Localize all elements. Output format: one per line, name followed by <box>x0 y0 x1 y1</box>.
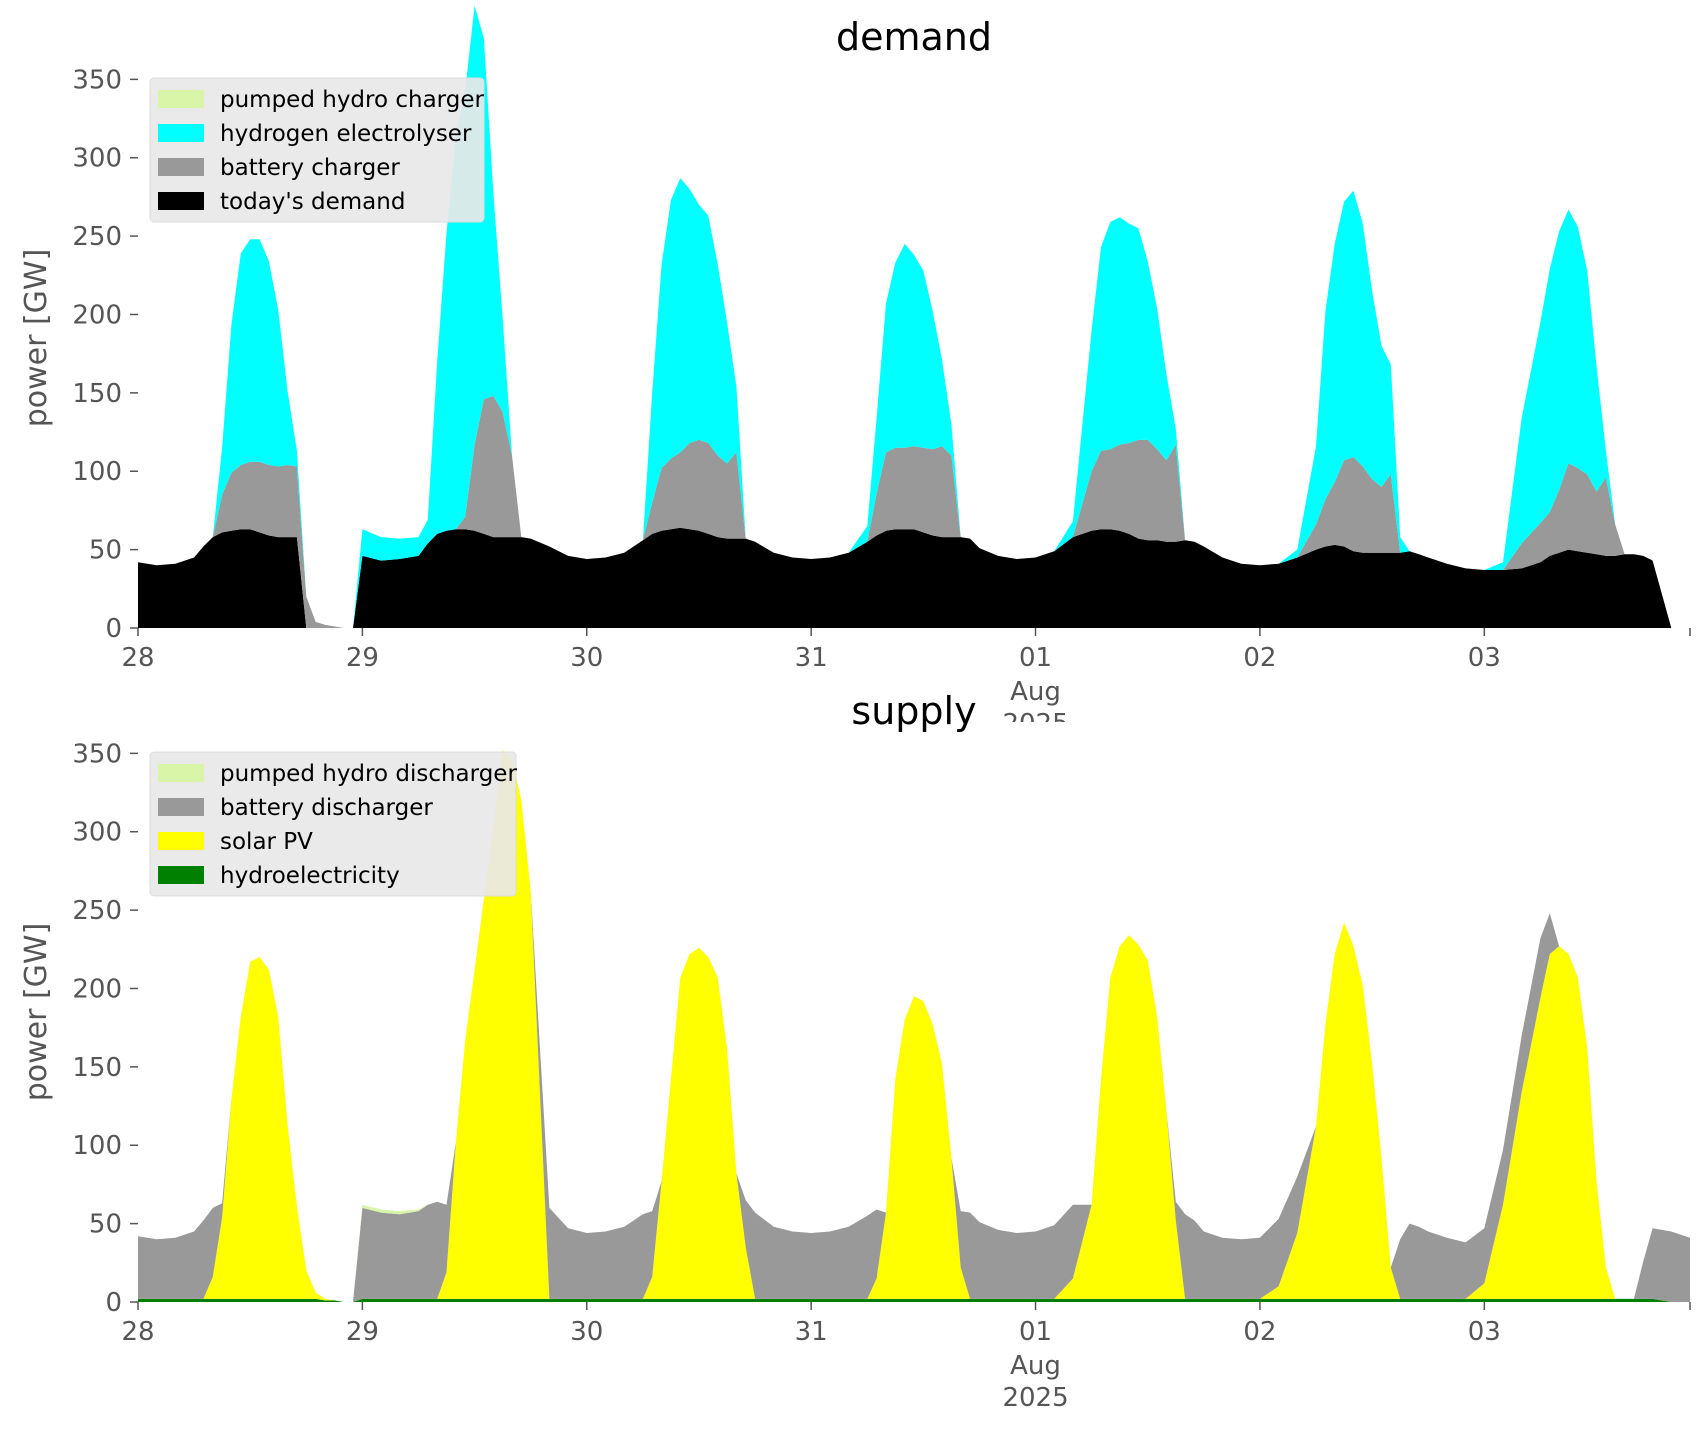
x-tick-label: 02 <box>1243 643 1276 673</box>
y-tick-label: 300 <box>72 818 122 848</box>
x-tick-label: 30 <box>570 643 603 673</box>
y-tick-label: 50 <box>89 536 122 566</box>
x-tick-label: 03 <box>1468 1317 1501 1347</box>
area-battery-discharger <box>138 750 1690 1302</box>
demand-chart: demand power [GW] 0 50 100 150 200 250 300 350 28 2… <box>19 5 1691 739</box>
legend-label: pumped hydro discharger <box>220 761 517 787</box>
x-tick-label: 30 <box>570 1317 603 1347</box>
legend-label: hydrogen electrolyser <box>220 121 472 147</box>
legend-swatch <box>158 866 204 884</box>
y-tick-label: 100 <box>72 457 122 487</box>
legend-label: solar PV <box>220 829 313 855</box>
y-tick-label: 250 <box>72 222 122 252</box>
supply-chart: supply power [GW] 0 50 100 150 200 250 300 350 28 2… <box>19 689 1691 1413</box>
y-tick-label: 200 <box>72 974 122 1004</box>
legend-swatch <box>158 90 204 108</box>
y-tick-label: 0 <box>105 1288 122 1318</box>
y-axis-label: power [GW] <box>19 249 54 428</box>
x-tick-label: 29 <box>346 1317 379 1347</box>
x-tick-month-label: Aug <box>1010 1351 1061 1381</box>
y-axis-label: power [GW] <box>19 923 54 1102</box>
area-battery-charger <box>138 396 1690 628</box>
legend-swatch <box>158 124 204 142</box>
x-tick-label: 01 <box>1019 643 1052 673</box>
x-tick-label: 28 <box>121 1317 154 1347</box>
area-today-s-demand <box>138 527 1690 628</box>
chart-title: supply <box>851 689 976 733</box>
x-tick-label: 28 <box>121 643 154 673</box>
legend-swatch <box>158 798 204 816</box>
x-tick-label: 31 <box>795 643 828 673</box>
y-tick-label: 200 <box>72 300 122 330</box>
legend-swatch <box>158 832 204 850</box>
y-tick-label: 350 <box>72 739 122 769</box>
legend: pumped hydro discharger battery discharge… <box>149 751 517 897</box>
x-tick-label: 02 <box>1243 1317 1276 1347</box>
y-tick-label: 50 <box>89 1210 122 1240</box>
area-hydroelectricity <box>138 1298 1690 1302</box>
legend-box <box>149 751 517 897</box>
y-tick-label: 300 <box>72 144 122 174</box>
y-tick-label: 100 <box>72 1131 122 1161</box>
x-tick-label: 31 <box>795 1317 828 1347</box>
y-tick-label: 150 <box>72 1053 122 1083</box>
chart-title: demand <box>836 15 992 59</box>
area-solar-pv <box>138 750 1690 1302</box>
y-tick-label: 150 <box>72 379 122 409</box>
x-tick-year-label: 2025 <box>1002 1383 1068 1413</box>
y-tick-label: 250 <box>72 896 122 926</box>
legend-label: today's demand <box>220 189 405 215</box>
legend-label: battery charger <box>220 155 400 181</box>
legend-swatch <box>158 158 204 176</box>
legend: pumped hydro charger hydrogen electrolyse… <box>149 77 485 223</box>
legend-label: hydroelectricity <box>220 863 400 889</box>
y-tick-label: 0 <box>105 614 122 644</box>
legend-label: pumped hydro charger <box>220 87 484 113</box>
x-tick-label: 01 <box>1019 1317 1052 1347</box>
legend-label: battery discharger <box>220 795 433 821</box>
x-tick-label: 29 <box>346 643 379 673</box>
legend-swatch <box>158 764 204 782</box>
legend-swatch <box>158 192 204 210</box>
y-tick-label: 350 <box>72 65 122 95</box>
area-hydrogen-electrolyser <box>138 5 1690 628</box>
legend-box <box>149 77 485 223</box>
x-tick-month-label: Aug <box>1010 677 1061 707</box>
x-tick-label: 03 <box>1468 643 1501 673</box>
